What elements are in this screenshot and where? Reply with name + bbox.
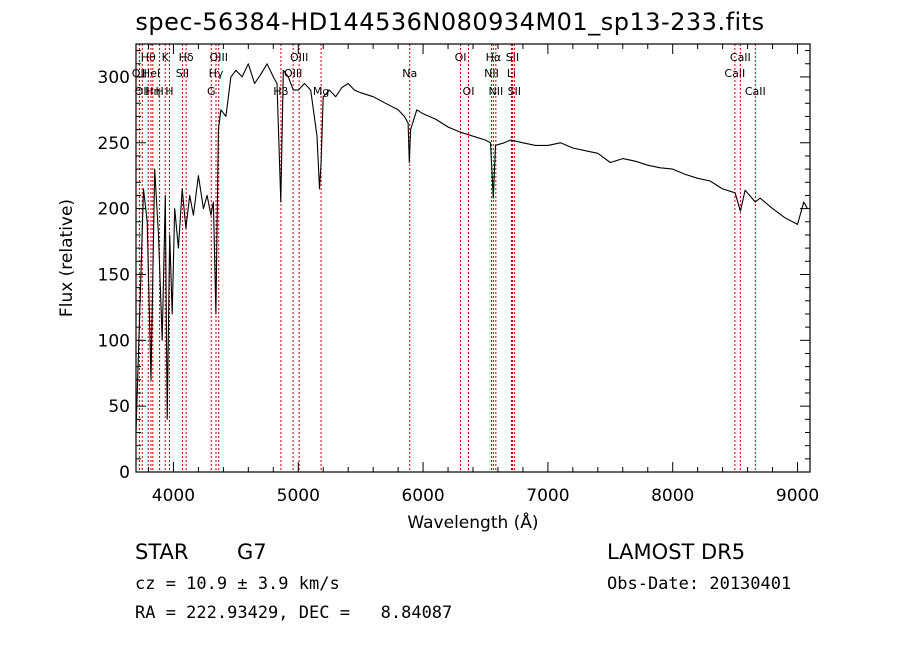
plot-frame bbox=[135, 43, 811, 473]
line-marker-label: Li bbox=[507, 67, 516, 80]
y-tick-label: 150 bbox=[98, 265, 130, 285]
y-tick-label: 200 bbox=[98, 200, 130, 220]
x-tick-label: 7000 bbox=[526, 486, 569, 506]
line-marker-label: Hβ bbox=[273, 85, 288, 98]
x-tick-label: 6000 bbox=[401, 486, 444, 506]
object-subclass: G7 bbox=[237, 540, 267, 564]
redshift-cz: cz = 10.9 ± 3.9 km/s bbox=[135, 574, 340, 594]
spectrum-line bbox=[135, 63, 808, 433]
line-marker-label: NII bbox=[484, 67, 499, 80]
line-marker-label: H bbox=[165, 85, 173, 98]
line-marker-label: OII bbox=[135, 85, 150, 98]
observation-date: Obs-Date: 20130401 bbox=[607, 574, 792, 594]
line-marker-label: Mg bbox=[313, 85, 329, 98]
survey-name: LAMOST DR5 bbox=[607, 540, 746, 564]
line-marker-label: K bbox=[162, 51, 170, 64]
coordinates: RA = 222.93429, DEC = 8.84087 bbox=[135, 603, 453, 623]
y-axis-label: Flux (relative) bbox=[57, 199, 77, 317]
line-marker-label: CaII bbox=[745, 85, 766, 98]
line-marker-label: Hη bbox=[145, 85, 160, 98]
line-marker-label: NII bbox=[488, 85, 503, 98]
line-marker-label: H bbox=[155, 85, 163, 98]
x-tick-label: 9000 bbox=[776, 486, 819, 506]
line-marker-label: OI bbox=[463, 85, 475, 98]
line-marker-label: SII bbox=[506, 51, 519, 64]
object-class: STAR bbox=[135, 540, 189, 564]
line-marker-label: Hδ bbox=[179, 51, 194, 64]
line-marker-label: Na bbox=[402, 67, 417, 80]
line-marker-label: Hα bbox=[486, 51, 502, 64]
y-tick-label: 50 bbox=[108, 397, 130, 417]
line-marker-label: OIII bbox=[210, 51, 228, 64]
line-marker-label: SII bbox=[508, 85, 521, 98]
y-tick-label: 100 bbox=[98, 331, 130, 351]
line-marker-label: Hθ bbox=[141, 51, 156, 64]
plot-title: spec-56384-HD144536N080934M01_sp13-233.f… bbox=[135, 8, 765, 36]
line-marker-label: Hγ bbox=[209, 67, 224, 80]
line-marker-label: G bbox=[207, 85, 216, 98]
line-marker-label: SII bbox=[176, 67, 189, 80]
x-axis-label: Wavelength (Å) bbox=[407, 511, 538, 533]
line-marker-label: OI bbox=[455, 51, 467, 64]
line-marker-label: CaII bbox=[730, 51, 751, 64]
x-tick-label: 8000 bbox=[651, 486, 694, 506]
line-marker-label: CaII bbox=[724, 67, 745, 80]
x-tick-label: 5000 bbox=[277, 486, 320, 506]
x-tick-label: 4000 bbox=[152, 486, 195, 506]
y-tick-label: 250 bbox=[98, 134, 130, 154]
y-tick-label: 0 bbox=[119, 463, 130, 483]
line-marker-label: OIII bbox=[290, 51, 308, 64]
line-marker-label: Hel bbox=[142, 67, 160, 80]
y-tick-label: 300 bbox=[98, 68, 130, 88]
